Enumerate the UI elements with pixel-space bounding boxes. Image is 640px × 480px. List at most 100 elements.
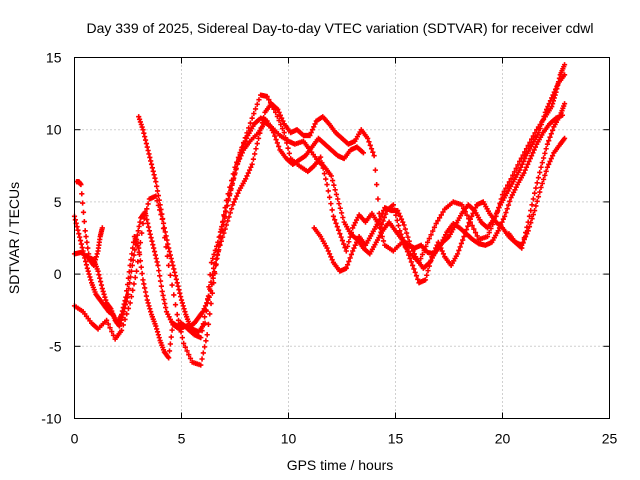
data-point bbox=[370, 149, 376, 155]
data-point bbox=[246, 167, 253, 173]
data-point bbox=[158, 283, 164, 289]
data-point bbox=[540, 155, 547, 161]
data-point bbox=[83, 258, 89, 264]
data-point bbox=[407, 255, 413, 262]
data-point bbox=[144, 216, 150, 223]
data-point bbox=[77, 237, 84, 244]
data-point bbox=[438, 212, 444, 218]
data-point bbox=[323, 176, 329, 182]
data-point bbox=[529, 202, 535, 208]
data-point bbox=[126, 269, 132, 275]
data-point bbox=[527, 155, 533, 162]
data-point bbox=[332, 217, 338, 223]
data-point bbox=[456, 247, 462, 254]
data-point bbox=[484, 233, 491, 240]
data-point bbox=[163, 233, 169, 239]
data-point bbox=[425, 268, 431, 274]
data-point bbox=[140, 277, 146, 283]
data-point bbox=[123, 294, 129, 300]
data-point bbox=[543, 146, 549, 152]
data-point bbox=[162, 229, 168, 235]
data-point bbox=[148, 309, 154, 315]
data-point bbox=[539, 180, 545, 187]
x-tick-label: 20 bbox=[495, 431, 511, 447]
data-point bbox=[537, 125, 543, 132]
data-point bbox=[351, 245, 357, 251]
data-point bbox=[147, 231, 153, 237]
data-point bbox=[169, 282, 175, 288]
data-point bbox=[253, 146, 259, 152]
data-point bbox=[166, 248, 173, 255]
data-point bbox=[328, 201, 334, 207]
data-point bbox=[137, 219, 143, 225]
data-point bbox=[230, 202, 236, 208]
data-point bbox=[158, 206, 164, 213]
data-point bbox=[461, 233, 467, 240]
data-point bbox=[274, 113, 280, 120]
data-point bbox=[324, 181, 330, 188]
data-point bbox=[393, 212, 399, 218]
data-point bbox=[161, 296, 167, 303]
data-point bbox=[371, 153, 377, 159]
data-point bbox=[328, 173, 334, 179]
data-point bbox=[186, 352, 192, 358]
data-point bbox=[397, 213, 403, 219]
data-point bbox=[225, 196, 232, 202]
data-point bbox=[243, 135, 250, 141]
data-point bbox=[124, 281, 131, 288]
data-point bbox=[241, 141, 247, 147]
data-point bbox=[325, 188, 331, 194]
data-point bbox=[413, 254, 419, 260]
data-point bbox=[548, 131, 554, 137]
data-point bbox=[279, 115, 285, 121]
data-point bbox=[544, 164, 551, 170]
x-tick-label: 5 bbox=[178, 431, 186, 447]
data-point bbox=[281, 129, 287, 136]
data-point bbox=[120, 305, 126, 311]
x-tick-label: 0 bbox=[71, 431, 79, 447]
data-point bbox=[396, 210, 402, 217]
data-point bbox=[182, 309, 188, 315]
data-point bbox=[174, 280, 180, 286]
x-axis-label: GPS time / hours bbox=[287, 457, 394, 473]
data-point bbox=[95, 268, 101, 274]
data-point bbox=[541, 113, 547, 120]
data-point bbox=[258, 125, 264, 131]
data-point bbox=[233, 165, 239, 171]
data-point bbox=[372, 167, 378, 173]
data-point bbox=[535, 175, 542, 181]
data-point bbox=[207, 311, 213, 317]
series-track-4 bbox=[74, 72, 568, 329]
data-point bbox=[143, 140, 150, 147]
data-point bbox=[142, 289, 149, 295]
data-point bbox=[410, 248, 416, 254]
data-point bbox=[249, 161, 255, 167]
data-point bbox=[142, 209, 148, 215]
data-point bbox=[266, 97, 272, 103]
data-point bbox=[209, 281, 215, 288]
data-point bbox=[135, 259, 141, 265]
data-point bbox=[520, 158, 527, 165]
x-tick-label: 10 bbox=[281, 431, 297, 447]
data-point bbox=[153, 323, 159, 329]
data-point bbox=[146, 228, 152, 234]
data-point bbox=[311, 124, 317, 130]
data-point bbox=[397, 228, 403, 234]
data-point bbox=[402, 242, 408, 248]
data-point bbox=[85, 245, 91, 251]
data-point bbox=[368, 146, 375, 152]
data-point bbox=[525, 219, 531, 225]
data-point bbox=[200, 309, 206, 315]
data-point bbox=[346, 239, 352, 245]
data-point bbox=[172, 269, 178, 275]
data-point bbox=[133, 268, 140, 274]
data-point bbox=[87, 274, 93, 280]
data-point bbox=[218, 235, 224, 241]
data-point bbox=[561, 62, 568, 68]
data-point bbox=[208, 259, 215, 266]
data-point bbox=[329, 207, 335, 213]
data-point bbox=[528, 207, 534, 214]
data-point bbox=[202, 344, 208, 350]
data-point bbox=[210, 275, 216, 281]
